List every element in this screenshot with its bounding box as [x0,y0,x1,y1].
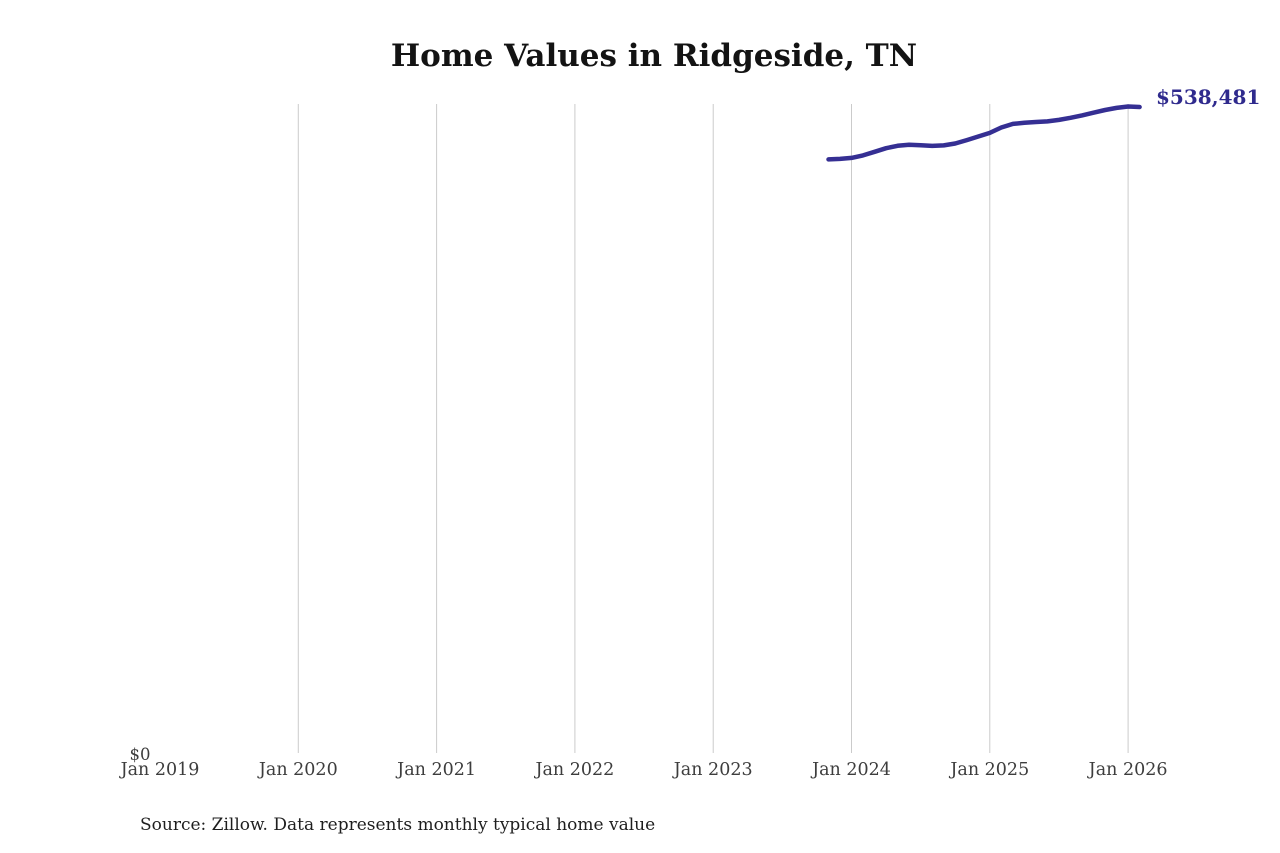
x-tick-label: Jan 2022 [535,760,615,780]
x-tick-label: Jan 2021 [397,760,477,780]
x-tick-label: Jan 2019 [120,760,200,780]
x-tick-label: Jan 2023 [673,760,753,780]
x-tick-label: Jan 2026 [1088,760,1168,780]
chart-title: Home Values in Ridgeside, TN [390,38,918,74]
x-tick-label: Jan 2025 [950,760,1030,780]
x-tick-label: Jan 2024 [812,760,891,780]
end-value-label: $538,481 [1156,85,1261,109]
x-tick-label: Jan 2020 [258,760,338,780]
source-note: Source: Zillow. Data represents monthly … [140,815,656,835]
y-axis-zero-label: $0 [129,745,151,764]
home-value-line [826,104,1142,162]
